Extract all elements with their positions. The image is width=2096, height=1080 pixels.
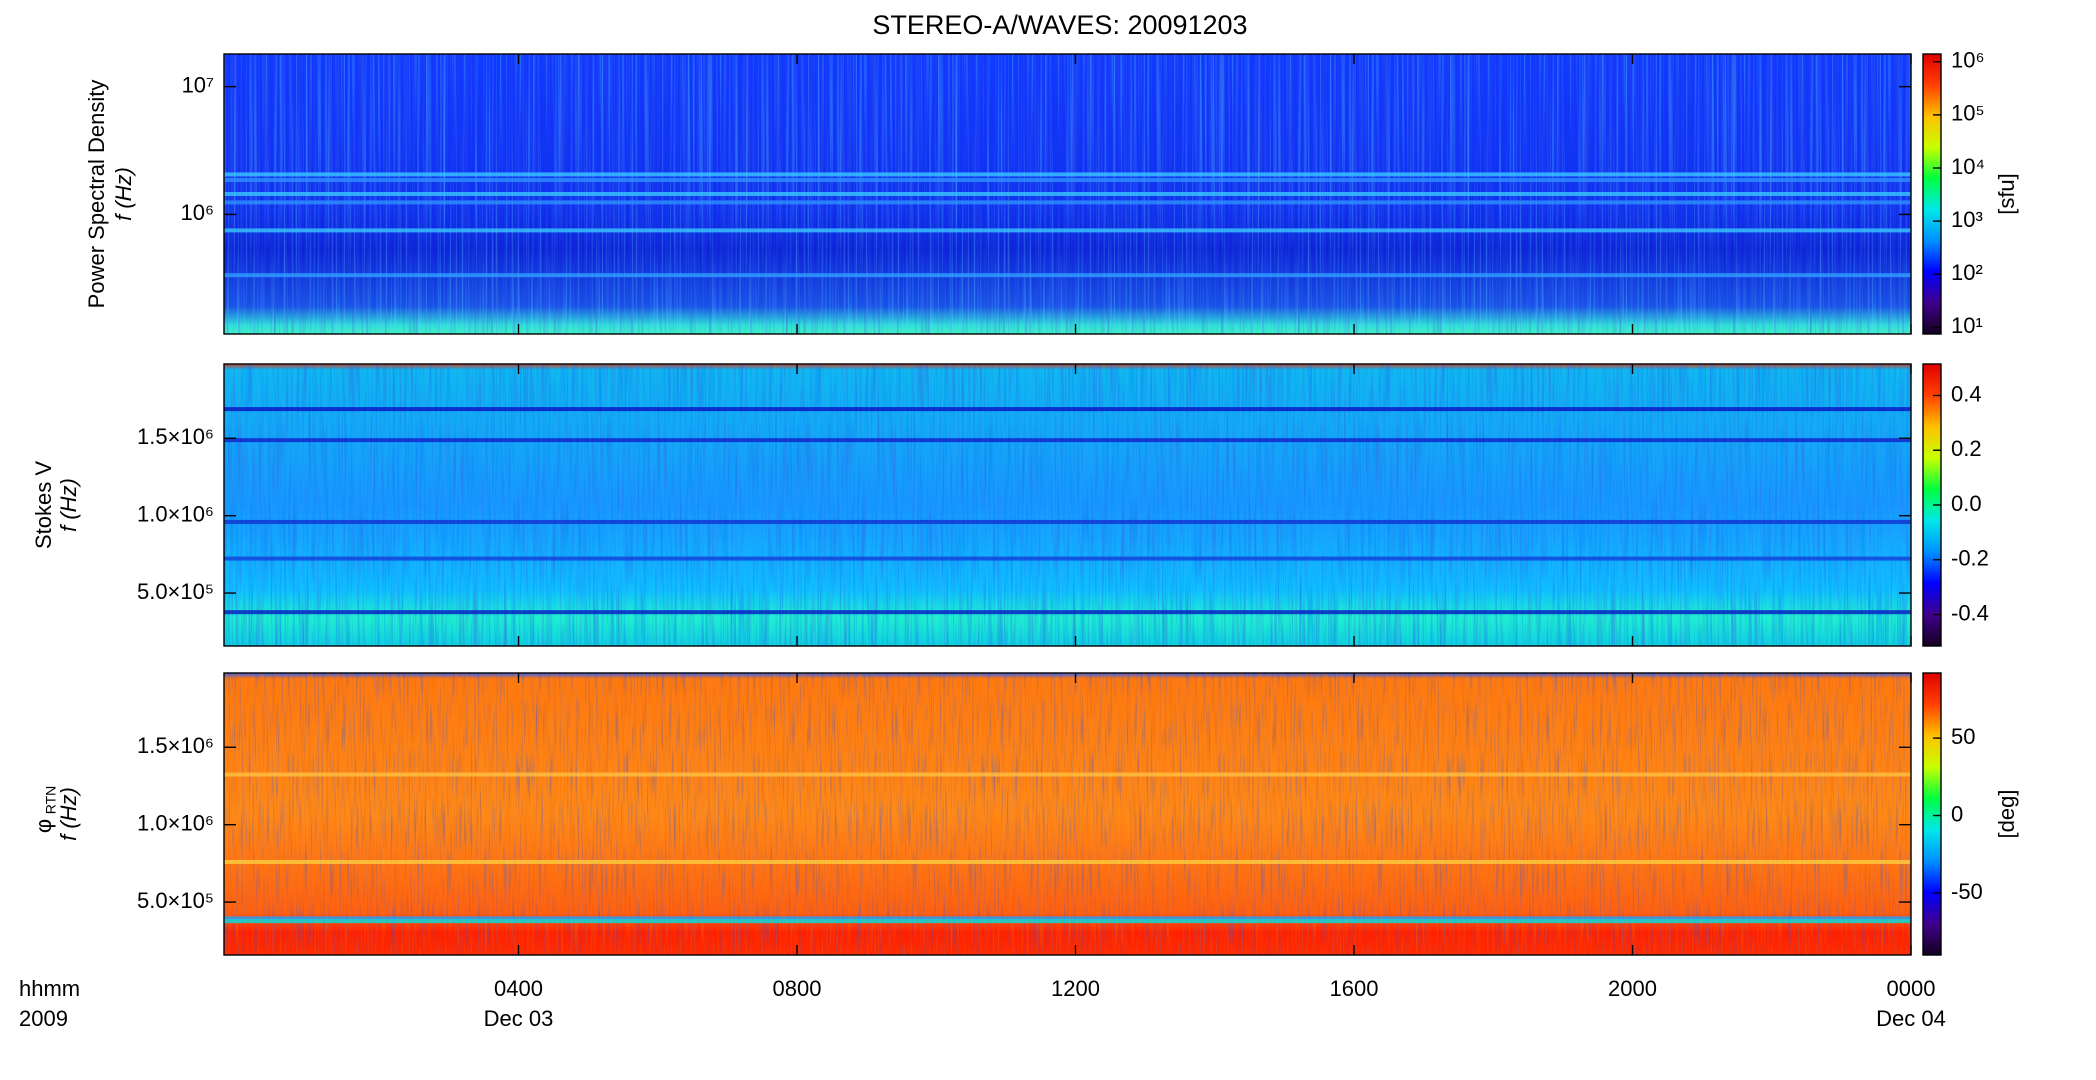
x-date-label: Dec 04 xyxy=(1876,1006,1946,1031)
y-axis-label-sub: RTN xyxy=(43,786,59,815)
colorbar-tick-label: 0.2 xyxy=(1951,436,1982,461)
x-tick-label: 1200 xyxy=(1051,976,1100,1001)
y-axis-label: f (Hz) xyxy=(111,167,136,221)
x-tick-label: 0800 xyxy=(773,976,822,1001)
colorbar-frame xyxy=(1922,672,1942,956)
colorbar-tick-label: 0.0 xyxy=(1951,491,1982,516)
colorbar-tick-label: 0 xyxy=(1951,801,1963,826)
y-axis-label: f (Hz) xyxy=(56,478,81,532)
spectral-band xyxy=(224,772,1911,777)
year-label: 2009 xyxy=(19,1006,68,1031)
colorbar-tick-label: 10² xyxy=(1951,260,1983,285)
colorbar-tick-label: -0.2 xyxy=(1951,546,1989,571)
x-tick-label: 2000 xyxy=(1608,976,1657,1001)
y-axis-label: f (Hz) xyxy=(56,787,81,841)
spectral-band xyxy=(224,228,1911,233)
colorbar-tick-label: 0.4 xyxy=(1951,381,1982,406)
spectral-band xyxy=(224,556,1911,561)
y-tick-label: 1.5×10⁶ xyxy=(137,733,214,758)
spectral-band xyxy=(224,859,1911,864)
colorbar-label: [deg] xyxy=(1994,790,2019,839)
y-axis-label: Power Spectral Density xyxy=(84,80,109,309)
colorbar xyxy=(1923,54,1941,334)
plot-frame xyxy=(223,672,1912,956)
x-tick-label: 0000 xyxy=(1887,976,1936,1001)
colorbar-tick-label: 10⁵ xyxy=(1951,101,1985,126)
colorbar-tick-label: 50 xyxy=(1951,724,1975,749)
colorbar-frame xyxy=(1922,53,1942,335)
colorbar xyxy=(1923,364,1941,646)
colorbar-tick-label: -50 xyxy=(1951,879,1983,904)
y-tick-label: 5.0×10⁵ xyxy=(137,888,214,913)
x-tick-label: 1600 xyxy=(1330,976,1379,1001)
spectral-band xyxy=(224,438,1911,443)
y-tick-label: 1.0×10⁶ xyxy=(137,810,214,835)
plot-frame xyxy=(223,53,1912,335)
y-tick-label: 1.5×10⁶ xyxy=(137,424,214,449)
y-tick-label: 1.0×10⁶ xyxy=(137,501,214,526)
y-tick-label: 10⁶ xyxy=(180,200,214,225)
y-axis-label: φ xyxy=(31,819,56,833)
colorbar-tick-label: -0.4 xyxy=(1951,600,1989,625)
colorbar xyxy=(1923,673,1941,955)
spectral-band xyxy=(224,273,1911,278)
x-unit-label: hhmm xyxy=(19,976,80,1001)
spectral-band xyxy=(224,407,1911,412)
spectrogram-texture xyxy=(224,364,1911,646)
y-axis-label: Stokes V xyxy=(31,461,56,549)
spectral-band xyxy=(224,172,1911,177)
chart-title: STEREO-A/WAVES: 20091203 xyxy=(872,10,1247,40)
colorbar-tick-label: 10³ xyxy=(1951,207,1983,232)
colorbar-tick-label: 10⁶ xyxy=(1951,48,1985,73)
colorbar-label: [sfu] xyxy=(1994,173,2019,215)
x-tick-label: 0400 xyxy=(494,976,543,1001)
spectral-band xyxy=(224,919,1911,924)
spectral-band xyxy=(224,178,1911,182)
spectrogram-texture xyxy=(224,673,1911,955)
spectral-band xyxy=(224,200,1911,205)
colorbar-tick-label: 10⁴ xyxy=(1951,154,1985,179)
spectral-band xyxy=(224,916,1911,921)
spectral-band xyxy=(224,192,1911,196)
x-date-label: Dec 03 xyxy=(484,1006,554,1031)
spectral-band xyxy=(224,519,1911,524)
y-tick-label: 5.0×10⁵ xyxy=(137,579,214,604)
colorbar-tick-label: 10¹ xyxy=(1951,313,1983,338)
spectral-band xyxy=(224,610,1911,615)
y-tick-label: 10⁷ xyxy=(182,72,214,97)
plot-frame xyxy=(223,363,1912,647)
